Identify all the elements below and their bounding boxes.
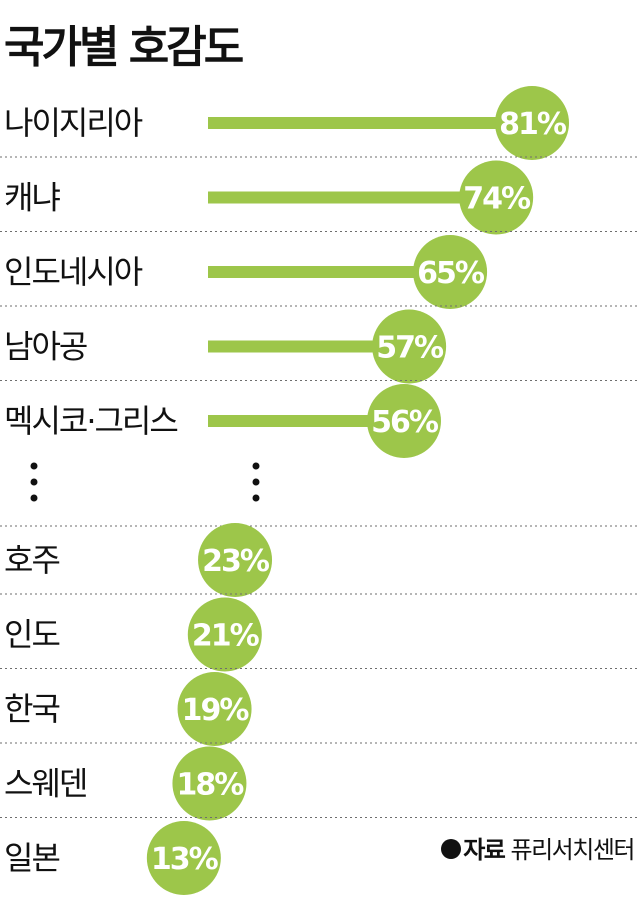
ellipsis-dot-0-0 xyxy=(30,462,38,470)
value-label-4: 56% xyxy=(371,405,439,440)
value-label-2: 65% xyxy=(417,256,485,291)
category-label-6: 인도 xyxy=(4,616,59,654)
value-circle-0 xyxy=(495,86,569,160)
value-circle-4 xyxy=(367,384,441,458)
value-label-7: 19% xyxy=(182,693,250,728)
value-label-5: 23% xyxy=(202,544,270,579)
category-label-3: 남아공 xyxy=(4,328,87,366)
value-circle-6 xyxy=(187,597,262,672)
value-label-6: 21% xyxy=(192,619,260,654)
ellipsis-dot-0-1 xyxy=(30,478,38,486)
source-note: 자료 퓨리서치센터 xyxy=(441,830,636,865)
value-circle-1 xyxy=(459,160,534,235)
source-label: 자료 xyxy=(463,836,506,864)
category-label-5: 호주 xyxy=(4,541,59,579)
ellipsis-dot-0-2 xyxy=(30,494,38,502)
ellipsis-dot-1-0 xyxy=(252,462,260,470)
category-label-2: 인도네시아 xyxy=(4,253,143,291)
source-name: 퓨리서치센터 xyxy=(510,836,636,864)
value-circle-5 xyxy=(198,523,273,597)
value-circle-3 xyxy=(372,309,447,384)
category-label-9: 일본 xyxy=(4,839,59,877)
value-label-0: 81% xyxy=(499,107,567,142)
bullet-icon xyxy=(441,839,462,859)
value-circle-8 xyxy=(172,746,247,821)
value-circle-7 xyxy=(177,672,252,746)
value-circle-2 xyxy=(413,235,488,309)
value-circle-9 xyxy=(146,821,221,895)
category-label-0: 나이지리아 xyxy=(4,104,143,142)
ellipsis-dot-1-1 xyxy=(252,478,260,486)
category-label-7: 한국 xyxy=(4,690,59,728)
category-label-4: 멕시코·그리스 xyxy=(4,402,177,440)
category-label-1: 캐냐 xyxy=(4,179,60,217)
chart-title: 국가별 호감도 xyxy=(4,22,244,73)
ellipsis-dot-1-2 xyxy=(252,494,260,502)
value-label-9: 13% xyxy=(151,842,219,877)
value-label-3: 57% xyxy=(376,331,444,366)
category-label-8: 스웨덴 xyxy=(4,765,86,803)
value-label-8: 18% xyxy=(177,768,245,803)
value-label-1: 74% xyxy=(463,182,531,217)
